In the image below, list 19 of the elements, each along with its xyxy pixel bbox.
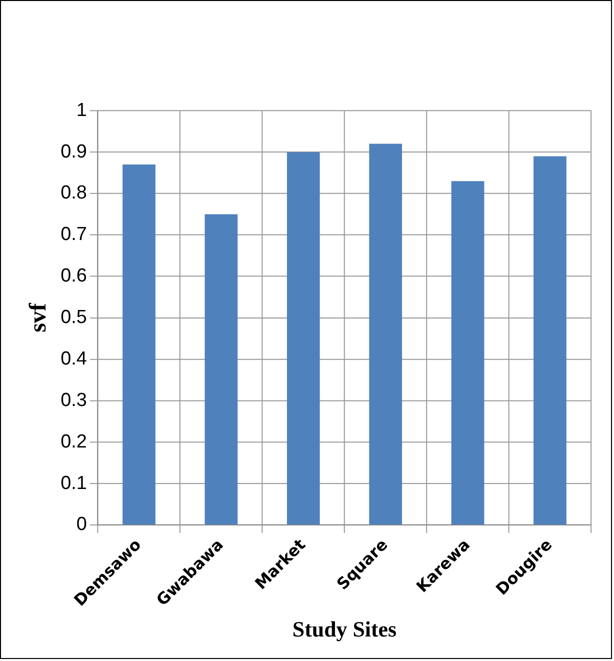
y-tick-label: 0.9 <box>60 141 87 162</box>
x-axis-title: Study Sites <box>292 616 397 642</box>
bar <box>122 164 156 524</box>
y-axis-title: svf <box>25 302 52 332</box>
bar <box>451 181 484 524</box>
bar <box>286 152 320 524</box>
y-tick-label: 0.7 <box>60 224 87 246</box>
y-tick-label: 0.8 <box>60 182 87 204</box>
bar <box>534 156 566 524</box>
bar <box>204 214 238 524</box>
y-tick-label: 1 <box>76 100 87 121</box>
bar <box>369 144 402 524</box>
y-tick-label: 0.2 <box>60 431 87 452</box>
y-tick-label: 0.6 <box>60 266 87 287</box>
y-tick-label: 0.4 <box>60 348 87 370</box>
y-tick-label: 0.5 <box>60 307 87 328</box>
y-tick-label: 0.1 <box>60 472 87 494</box>
y-tick-label: 0.3 <box>60 390 87 411</box>
y-tick-label: 0 <box>76 514 87 536</box>
